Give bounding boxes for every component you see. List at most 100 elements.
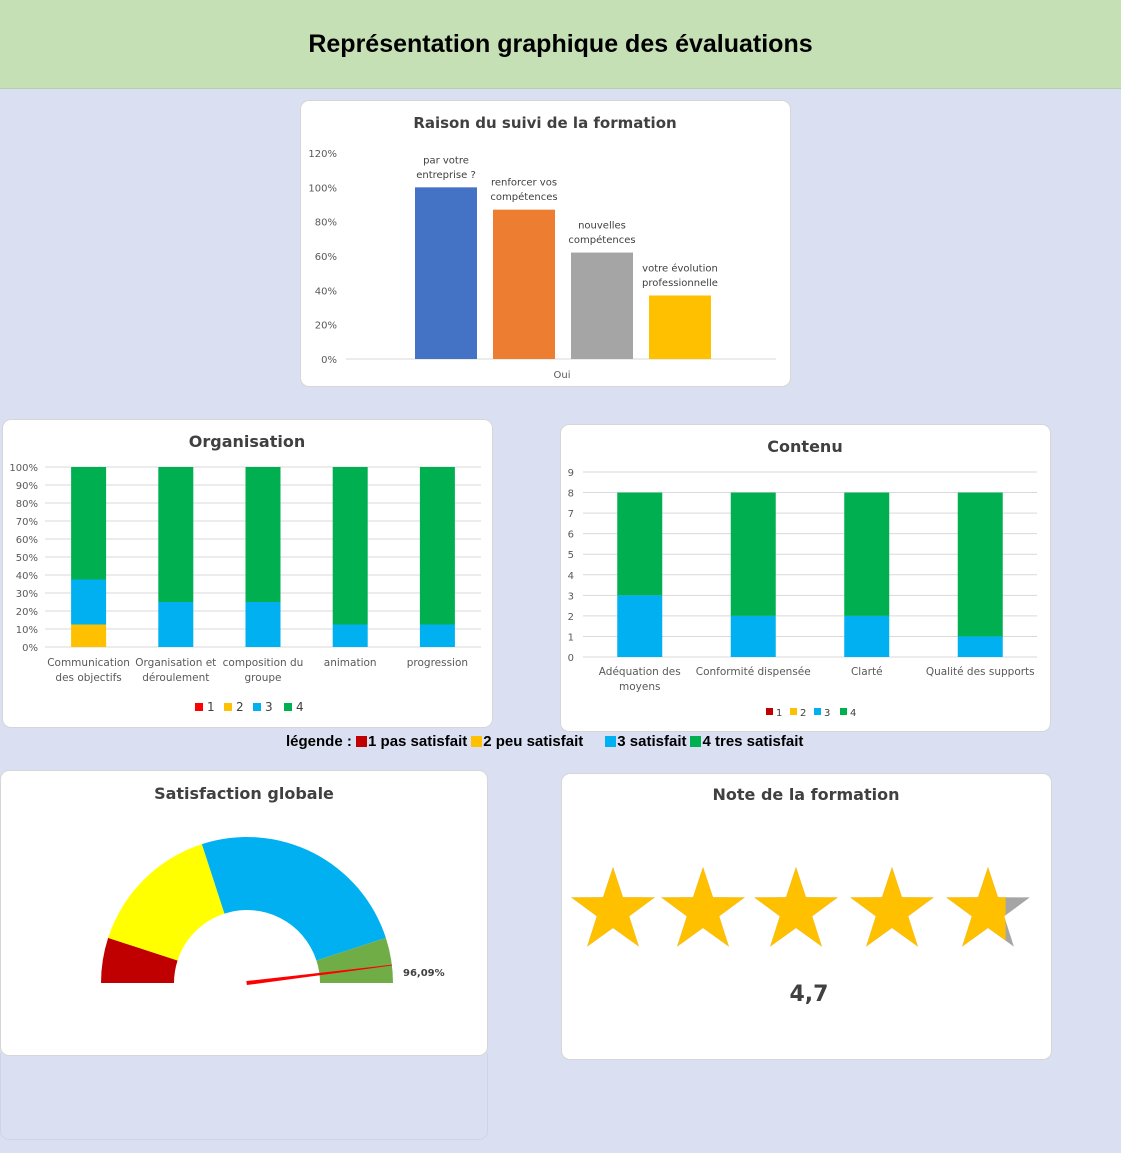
legend-label: 1	[776, 708, 782, 719]
x-tick-label: Adéquation des	[599, 666, 681, 678]
x-tick-label: groupe	[245, 672, 282, 684]
bar-segment-3	[419, 624, 455, 647]
y-tick-label: 70%	[16, 517, 38, 528]
y-tick-label: 0	[568, 653, 574, 664]
chart-card-contenu: Contenu 0 1 2 3 4 5 6 7 8 9 Adéquation des moyens Con…	[560, 424, 1051, 732]
legend-swatch-2	[471, 736, 483, 747]
data-label: compétences	[490, 191, 557, 203]
legend-swatch	[766, 708, 773, 715]
bar-segment-4	[158, 467, 194, 602]
page-title: Représentation graphique des évaluations	[308, 30, 813, 58]
chart-organisation: Organisation 0% 10% 20% 30% 40% 50% 60% 70% 80% 90…	[9, 432, 481, 714]
bar-segment-3	[957, 636, 1003, 657]
legend-swatch	[224, 703, 232, 711]
legend-item-1: 1 pas satisfait	[356, 733, 467, 750]
y-tick-label: 40%	[315, 286, 337, 297]
y-tick-label: 100%	[9, 463, 38, 474]
gauge-segment-2	[108, 844, 225, 961]
data-label: renforcer vos	[491, 178, 557, 189]
chart-title: Contenu	[767, 437, 842, 456]
y-tick-label: 30%	[16, 589, 38, 600]
bar-segment-3	[844, 615, 890, 657]
y-tick-label: 2	[568, 612, 574, 623]
gauge-segment-1	[101, 937, 178, 983]
x-tick-label: Oui	[554, 370, 571, 381]
gauge-needle	[246, 964, 392, 986]
legend-label: 2	[236, 700, 244, 714]
x-tick-label: Communication	[47, 657, 130, 669]
y-tick-label: 20%	[315, 321, 337, 332]
bar-segment-3	[617, 595, 663, 657]
x-tick-label: des objectifs	[55, 672, 121, 684]
y-tick-label: 3	[568, 591, 574, 602]
legend-swatch-1	[356, 736, 368, 747]
bar-segment-3	[245, 602, 281, 647]
legend-swatch	[814, 708, 821, 715]
y-tick-label: 5	[568, 550, 574, 561]
chart-note: Note de la formation 4,7	[571, 785, 1030, 1007]
legend-label-1: 1 pas satisfait	[368, 733, 468, 750]
x-tick-label: Clarté	[851, 666, 883, 678]
legend-item-4: 4 tres satisfait	[690, 733, 803, 750]
y-tick-label: 8	[568, 489, 574, 500]
y-tick-label: 9	[568, 468, 574, 479]
chart-card-note: Note de la formation 4,7	[561, 773, 1052, 1060]
y-tick-label: 50%	[16, 553, 38, 564]
chart-title: Organisation	[189, 432, 305, 451]
chart-card-satisfaction: Satisfaction globale 96,09%	[0, 770, 488, 1056]
chart-contenu: Contenu 0 1 2 3 4 5 6 7 8 9 Adéquation des moyens Con…	[568, 437, 1037, 719]
data-label: votre évolution	[642, 262, 718, 274]
legend-label: 4	[296, 700, 304, 714]
page-header: Représentation graphique des évaluations	[0, 0, 1121, 89]
rating-value: 4,7	[790, 982, 829, 1007]
gauge-segment-3	[201, 837, 386, 961]
chart-card-raison: Raison du suivi de la formation 0% 20% 40% 6…	[300, 100, 791, 387]
x-tick-label: moyens	[619, 681, 660, 693]
legend-label: 3	[824, 708, 830, 719]
legend-swatch	[253, 703, 261, 711]
legend-prefix: légende :	[286, 733, 357, 750]
bar-1	[415, 187, 477, 359]
bar-segment-4	[332, 467, 368, 625]
legend-label-4: 4 tres satisfait	[702, 733, 804, 750]
data-label: par votre	[423, 155, 469, 166]
gauge-value-label: 96,09%	[403, 968, 445, 979]
y-tick-label: 60%	[16, 535, 38, 546]
x-tick-label: progression	[407, 657, 468, 669]
legend-label-2: 2 peu satisfait	[483, 733, 584, 750]
chart-title: Satisfaction globale	[154, 784, 334, 803]
x-tick-label: Conformité dispensée	[696, 666, 811, 678]
bar-4	[649, 295, 711, 359]
y-tick-label: 20%	[16, 607, 38, 618]
chart-title: Raison du suivi de la formation	[413, 114, 676, 132]
legend-item-3: 3 satisfait	[605, 733, 686, 750]
bar-segment-4	[71, 467, 107, 580]
star-icon	[946, 867, 1006, 947]
bar-segment-3	[158, 602, 194, 647]
empty-frame	[0, 1053, 488, 1140]
star-icon	[661, 867, 745, 947]
bar-segment-2	[71, 624, 107, 647]
y-tick-label: 60%	[315, 252, 337, 263]
legend-swatch-3	[605, 736, 617, 747]
legend-label-3: 3 satisfait	[617, 733, 687, 750]
bar-2	[493, 209, 555, 359]
legend-label: 2	[800, 708, 806, 719]
legend-label: 3	[265, 700, 273, 714]
bar-segment-4	[617, 492, 663, 596]
star-icon	[850, 867, 934, 947]
legend-swatch	[790, 708, 797, 715]
bar-segment-3	[730, 615, 776, 657]
bar-segment-4	[419, 467, 455, 625]
y-tick-label: 100%	[308, 183, 337, 194]
y-tick-label: 120%	[308, 149, 337, 160]
bar-segment-4	[844, 492, 890, 616]
legend-label: 4	[850, 708, 856, 719]
x-tick-label: déroulement	[142, 672, 209, 684]
x-tick-label: composition du	[223, 657, 304, 669]
bar-segment-3	[71, 579, 107, 625]
legend-swatch	[195, 703, 203, 711]
legend-label: 1	[207, 700, 215, 714]
x-tick-label: Qualité des supports	[926, 666, 1035, 678]
data-label: compétences	[568, 234, 635, 246]
